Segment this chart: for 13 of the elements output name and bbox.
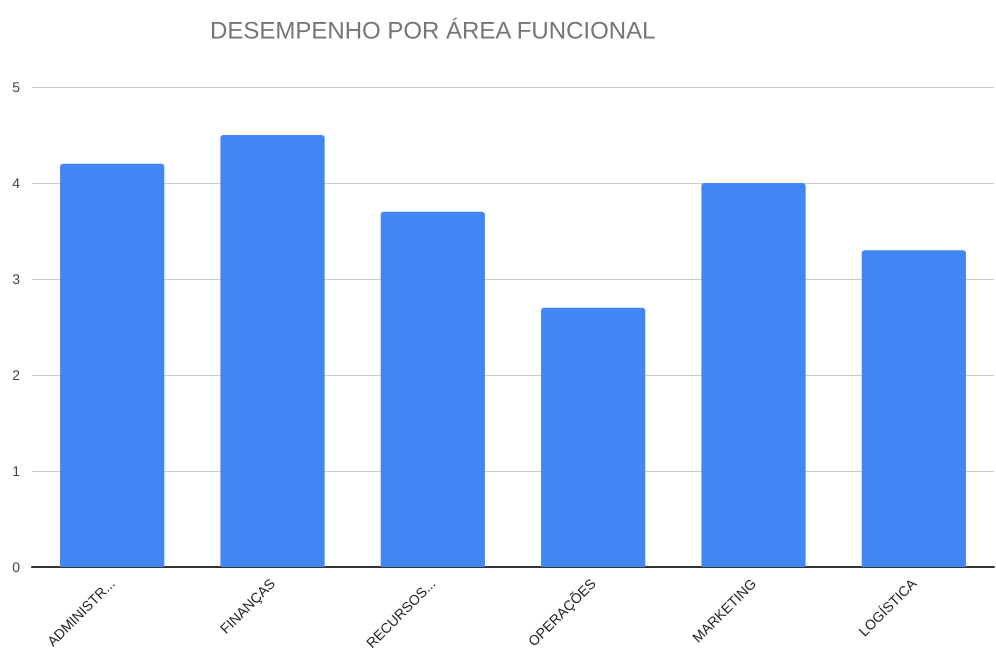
bar (701, 183, 806, 567)
y-tick-label: 4 (12, 175, 20, 191)
bar (220, 135, 325, 567)
y-tick-label: 2 (12, 367, 20, 383)
y-tick-label: 5 (12, 79, 20, 95)
bar (60, 164, 164, 567)
bar (380, 212, 485, 567)
y-tick-label: 0 (12, 559, 20, 575)
bar (862, 250, 966, 567)
y-tick-label: 3 (12, 271, 20, 287)
y-tick-label: 1 (12, 463, 20, 479)
bar (541, 308, 646, 567)
chart-title: DESEMPENHO POR ÁREA FUNCIONAL (210, 18, 656, 44)
